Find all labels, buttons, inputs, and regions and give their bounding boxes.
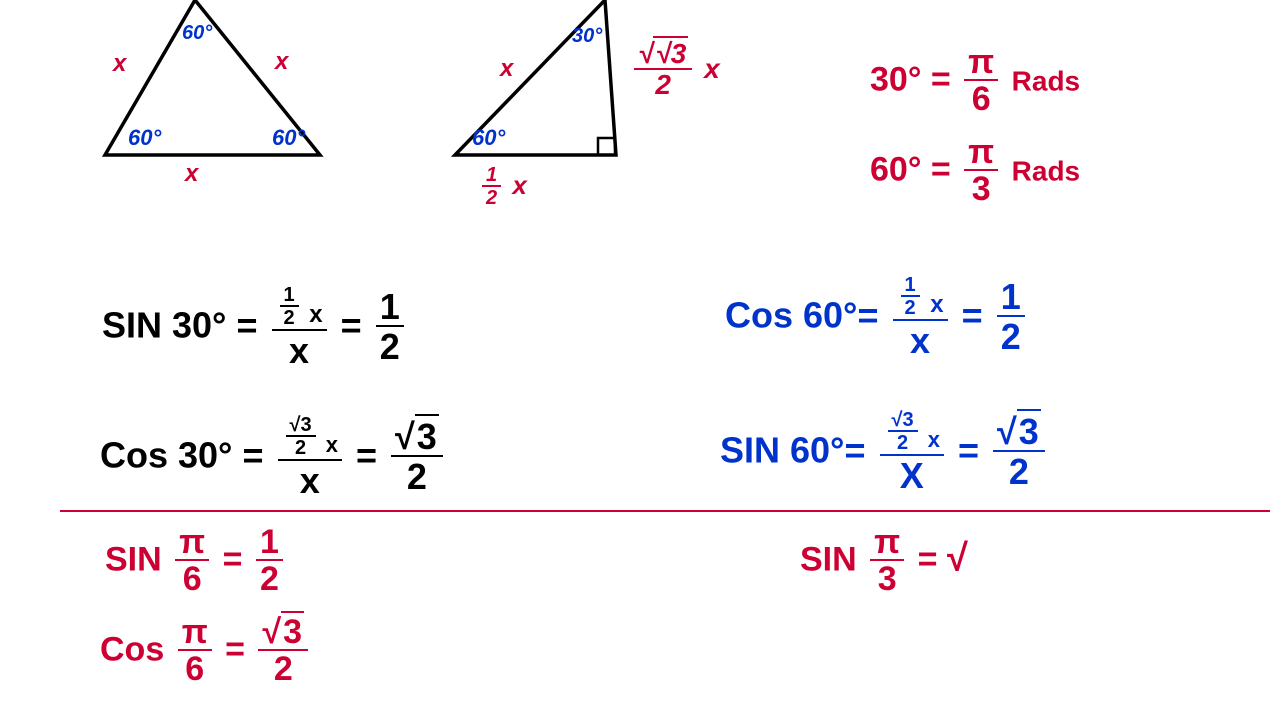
angle-rt-top: 30°	[572, 25, 602, 48]
angle-eq-bl: 60°	[128, 125, 161, 151]
side-eq-bottom: x	[185, 160, 198, 188]
rad-conv-30: 30° = π6 Rads	[870, 45, 1080, 118]
side-eq-left: x	[113, 50, 126, 78]
angle-rt-bl: 60°	[472, 125, 505, 151]
sin-60-eq: SIN 60°= √32 xX = 32	[720, 410, 1049, 496]
angle-eq-br: 60°	[272, 125, 305, 151]
cos-60-eq: Cos 60°= 12 xx = 12	[725, 275, 1029, 361]
sin-30-eq: SIN 30° = 12 xx = 12	[102, 285, 408, 371]
sin-pi6-eq: SIN π6 = 12	[105, 525, 287, 598]
side-rt-base: 12½ x x	[478, 165, 527, 209]
angle-eq-top: 60°	[182, 22, 212, 45]
side-eq-right: x	[275, 48, 288, 76]
right-angle-marker	[598, 138, 615, 155]
side-rt-height: √32 x	[630, 40, 720, 101]
sin-pi3-eq: SIN π3 = √	[800, 525, 968, 598]
side-rt-hyp: x	[500, 55, 513, 83]
divider-line	[60, 510, 1270, 512]
rad-conv-60: 60° = π3 Rads	[870, 135, 1080, 208]
cos-pi6-eq: Cos π6 = 32	[100, 615, 312, 688]
cos-30-eq: Cos 30° = √32 xx = 32	[100, 415, 447, 501]
